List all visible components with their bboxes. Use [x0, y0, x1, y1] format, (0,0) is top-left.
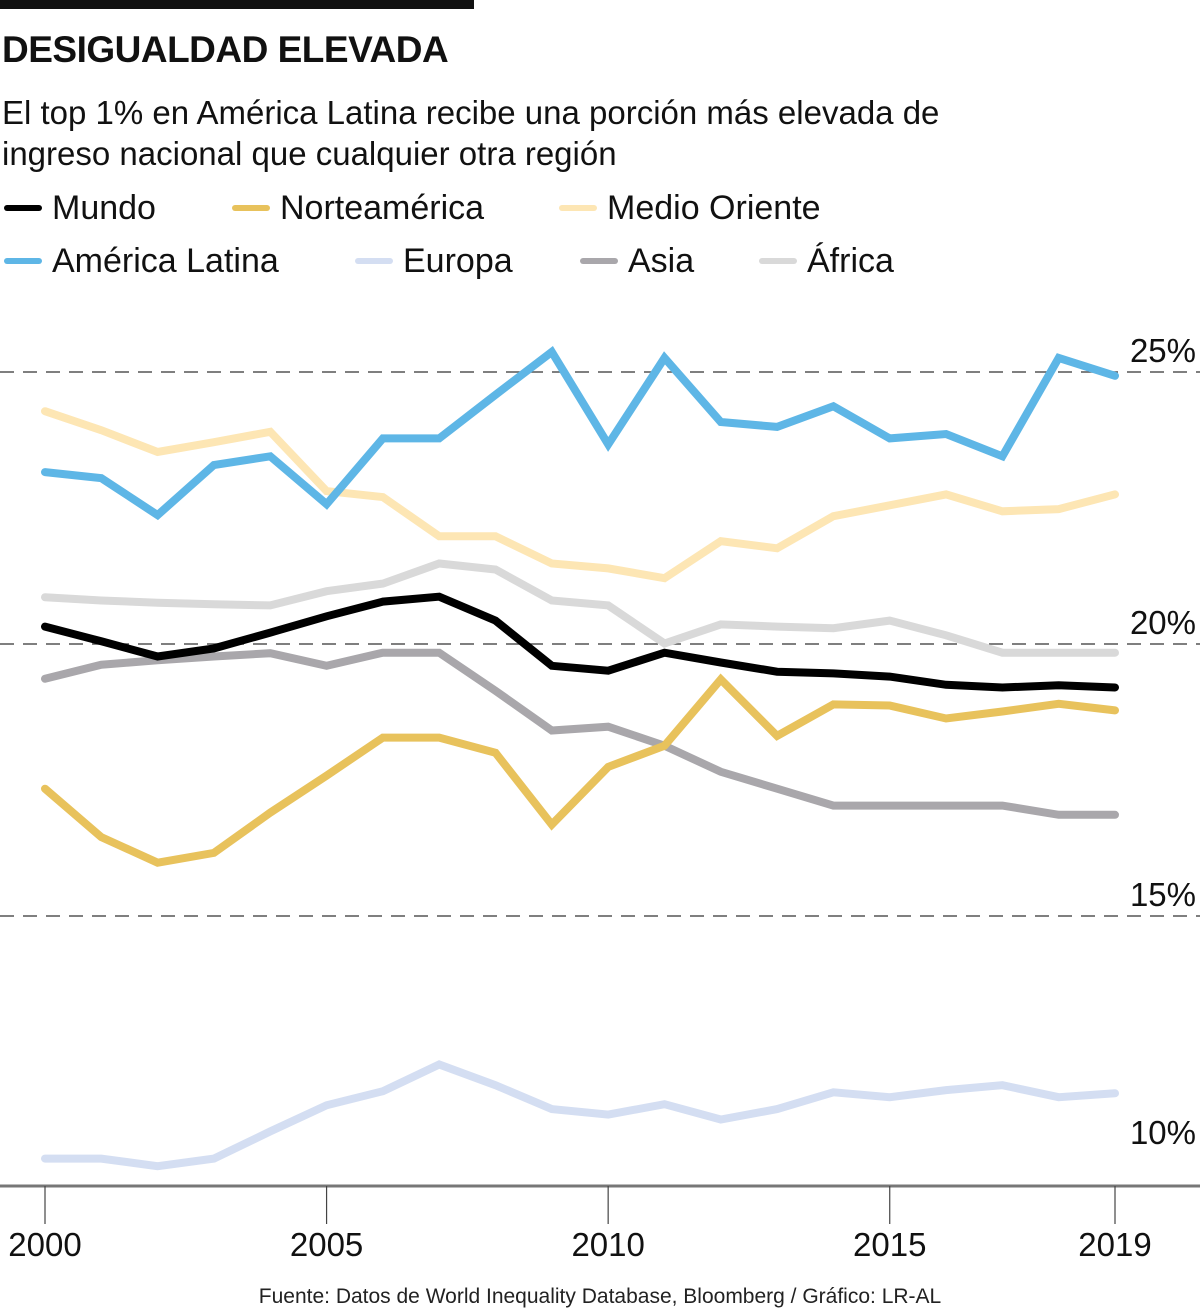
legend-label-europa: Europa: [403, 242, 513, 280]
legend-swatch-medio-oriente: [559, 205, 597, 211]
legend-swatch-america-latina: [4, 258, 42, 264]
legend-swatch-africa: [759, 258, 797, 264]
chart-subtitle: El top 1% en América Latina recibe una p…: [2, 94, 940, 172]
chart-title: DESIGUALDAD ELEVADA: [2, 29, 449, 70]
series-line-asia: [41, 648, 1119, 819]
legend-swatch-norteamerica: [232, 205, 270, 211]
series-line-medio-oriente: [41, 407, 1119, 583]
x-tick-label-2005: 2005: [290, 1226, 363, 1260]
series-line-america-latina: [41, 346, 1119, 521]
series-line-europa: [41, 1060, 1119, 1171]
legend-label-medio-oriente: Medio Oriente: [607, 189, 821, 227]
series-line-mundo: [41, 592, 1119, 692]
legend-label-america-latina: América Latina: [52, 242, 279, 280]
legend-label-asia: Asia: [628, 242, 695, 280]
legend-item-norteamerica: Norteamérica: [232, 186, 484, 230]
x-tick-label-2015: 2015: [853, 1226, 926, 1260]
y-tick-label-20: 20%: [1130, 604, 1196, 641]
legend-label-mundo: Mundo: [52, 189, 156, 227]
x-axis: 2000 2005 2010 2015 2019: [0, 1184, 1200, 1260]
source-note: Fuente: Datos de World Inequality Databa…: [258, 1285, 942, 1308]
x-tick-label-2000: 2000: [8, 1226, 81, 1260]
y-tick-label-10: 10%: [1130, 1114, 1196, 1151]
legend-item-mundo: Mundo: [4, 186, 156, 230]
line-chart: 2000 2005 2010 2015 2019 10% 15% 20% 25%: [0, 332, 1200, 1260]
legend: Mundo Norteamérica Medio Oriente América…: [0, 186, 1200, 286]
legend-item-medio-oriente: Medio Oriente: [559, 186, 821, 230]
x-tick-label-2019: 2019: [1078, 1226, 1151, 1260]
series-line-norteamerica: [41, 673, 1119, 867]
series-line-africa: [41, 559, 1119, 657]
legend-swatch-asia: [580, 258, 618, 264]
legend-swatch-mundo: [4, 205, 42, 211]
legend-label-africa: África: [807, 242, 894, 280]
y-axis-labels: 10% 15% 20% 25%: [1130, 332, 1196, 1151]
legend-item-africa: África: [759, 239, 894, 283]
legend-item-europa: Europa: [355, 239, 513, 283]
y-tick-label-25: 25%: [1130, 332, 1196, 369]
legend-item-asia: Asia: [580, 239, 694, 283]
x-tick-label-2010: 2010: [571, 1226, 644, 1260]
legend-label-norteamerica: Norteamérica: [280, 189, 485, 227]
top-rule: [0, 0, 474, 9]
legend-swatch-europa: [355, 258, 393, 264]
gridlines: [0, 371, 1200, 917]
legend-item-america-latina: América Latina: [4, 239, 279, 283]
y-tick-label-15: 15%: [1130, 876, 1196, 913]
series-lines: [41, 346, 1119, 1171]
